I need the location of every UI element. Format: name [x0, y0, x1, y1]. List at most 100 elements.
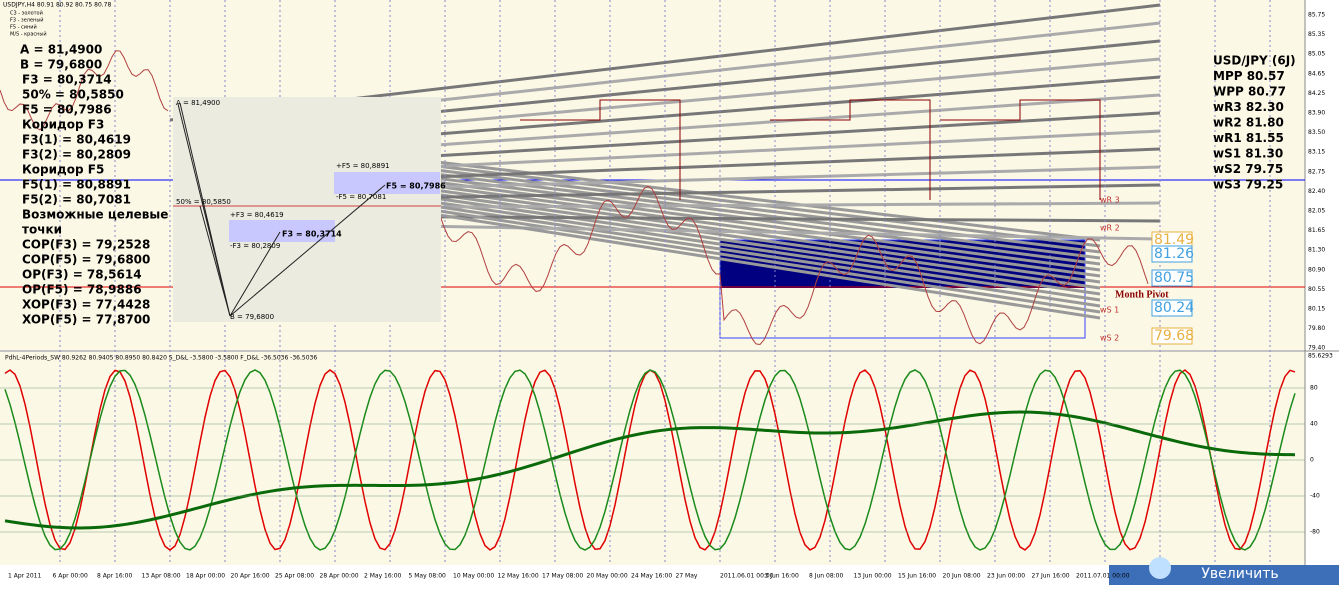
fib-label: B = 79,6800 — [230, 313, 274, 321]
price-label: 80.55 — [1308, 286, 1325, 293]
legend-entry: M/S - красный — [10, 31, 47, 38]
price-label: 83.90 — [1308, 110, 1325, 117]
indicator-label: 40 — [1310, 421, 1318, 428]
level-box — [1151, 327, 1193, 345]
trend-line — [419, 170, 1101, 260]
chart-header: USDJPY,H4 80.91 80.92 80.75 80.78 — [3, 2, 111, 9]
pivot-info: MPP 80.57 — [1213, 69, 1285, 83]
trend-line — [419, 186, 1101, 284]
fib-label: 50% = 80,5850 — [176, 198, 231, 206]
date-label: 8 Jun 08:00 — [809, 573, 843, 580]
fib-leg — [199, 205, 231, 317]
pivot-info: wR2 81.80 — [1213, 116, 1284, 130]
analysis-line: Коридор F5 — [22, 163, 104, 177]
f3-corridor — [229, 220, 335, 242]
pivot-label: wR 3 — [1100, 196, 1120, 205]
date-label: 1 Apr 2011 — [8, 573, 41, 580]
analysis-line: F5(2) = 80,7081 — [22, 193, 131, 207]
date-label: 23 Jun 00:00 — [987, 573, 1025, 580]
analysis-line: F3(1) = 80,4619 — [22, 133, 131, 147]
fib-label: +F3 = 80,4619 — [230, 211, 284, 219]
fib-leg — [229, 184, 386, 317]
date-label: 12 May 16:00 — [498, 573, 539, 580]
date-label: 2 May 16:00 — [364, 573, 402, 580]
analysis-line: OP(F5) = 78,9886 — [22, 283, 142, 297]
price-line — [0, 50, 169, 131]
date-label: 10 May 00:00 — [453, 573, 494, 580]
date-label: 5 May 08:00 — [409, 573, 447, 580]
f5-corridor — [334, 172, 440, 194]
analysis-line: COP(F3) = 79,2528 — [22, 238, 150, 252]
pivot-label: wR 2 — [1100, 224, 1120, 233]
pivot-info: USD/JPY (6J) — [1213, 54, 1296, 68]
level-box — [1151, 245, 1193, 263]
date-label: 28 Apr 00:00 — [320, 573, 359, 580]
oscillator-smooth — [4, 410, 1296, 530]
price-label: 82.75 — [1308, 168, 1325, 175]
price-label: 81.65 — [1308, 227, 1325, 234]
date-label: 27 May — [676, 573, 698, 580]
level-value: 80.75 — [1154, 270, 1194, 286]
level-value: 81.26 — [1154, 246, 1194, 262]
analysis-line: Возможные целевые — [22, 208, 168, 222]
fib-label: -F5 = 80,7081 — [336, 193, 386, 201]
pivot-info: wS1 81.30 — [1213, 147, 1283, 161]
price-label: 84.25 — [1308, 90, 1325, 97]
date-label: 24 May 16:00 — [631, 573, 672, 580]
price-label: 80.15 — [1308, 306, 1325, 313]
pivot-label: wS 2 — [1100, 334, 1119, 343]
date-label: 2011.07.01 00:00 — [1076, 573, 1130, 580]
price-label: 82.05 — [1308, 208, 1325, 215]
date-label: 13 Apr 08:00 — [142, 573, 181, 580]
trend-line — [419, 206, 1101, 314]
pivot-step — [770, 99, 931, 200]
date-label: 2011.06.01 00:00 — [720, 573, 774, 580]
pivot-info: WPP 80.77 — [1213, 85, 1286, 99]
indicator-label: 85.6293 — [1308, 353, 1333, 360]
pivot-label: wS 1 — [1100, 306, 1119, 315]
price-label: 80.90 — [1308, 266, 1325, 273]
price-label: 79.80 — [1308, 325, 1325, 332]
date-label: 25 Apr 08:00 — [275, 573, 314, 580]
legend-entry: F3 - зеленый — [10, 17, 44, 24]
indicator-header: PdhL-4Periods_SW 80.9262 80.9405 80.8950… — [5, 355, 317, 362]
pivot-info: wR1 81.55 — [1213, 131, 1284, 145]
trend-line — [419, 166, 1101, 254]
analysis-line: точки — [22, 223, 62, 237]
date-label: 18 Apr 00:00 — [186, 573, 225, 580]
analysis-line: 50% = 80,5850 — [22, 88, 124, 102]
indicator-label: -40 — [1310, 493, 1320, 500]
legend-entry: F5 - синий — [10, 24, 37, 31]
fib-label: +F5 = 80,8891 — [336, 162, 390, 170]
analysis-line: XOP(F3) = 77,4428 — [22, 298, 150, 312]
fib-label: F5 = 80,7986 — [386, 182, 446, 191]
price-label: 83.15 — [1308, 149, 1325, 156]
level-value: 79.68 — [1154, 328, 1194, 344]
zone-outline — [719, 239, 1086, 339]
analysis-line: COP(F5) = 79,6800 — [22, 253, 150, 267]
date-label: 13 Jun 00:00 — [854, 573, 892, 580]
level-value: 81.49 — [1154, 232, 1194, 248]
level-box — [1151, 269, 1193, 287]
legend-entry: C3 - золотой — [10, 10, 43, 17]
pivot-step — [520, 99, 681, 200]
analysis-line: F3 = 80,3714 — [22, 73, 112, 87]
date-label: 20 Apr 16:00 — [231, 573, 270, 580]
level-box — [1151, 299, 1193, 317]
analysis-line: Коридор F3 — [22, 118, 104, 132]
indicator-label: 0 — [1310, 457, 1314, 464]
trend-line — [419, 194, 1101, 296]
pivot-info: wS2 79.75 — [1213, 162, 1283, 176]
date-label: 27 Jun 16:00 — [1032, 573, 1070, 580]
analysis-line: F3(2) = 80,2809 — [22, 148, 131, 162]
date-label: 6 Apr 00:00 — [53, 573, 88, 580]
fib-box — [173, 97, 441, 322]
indicator-bg — [0, 352, 1305, 565]
price-label: 83.50 — [1308, 129, 1325, 136]
date-label: 20 Jun 08:00 — [943, 573, 981, 580]
indicator-label: 80 — [1310, 385, 1318, 392]
price-line — [439, 185, 1149, 345]
analysis-line: B = 79,6800 — [20, 58, 102, 72]
analysis-line: A = 81,4900 — [20, 43, 102, 57]
